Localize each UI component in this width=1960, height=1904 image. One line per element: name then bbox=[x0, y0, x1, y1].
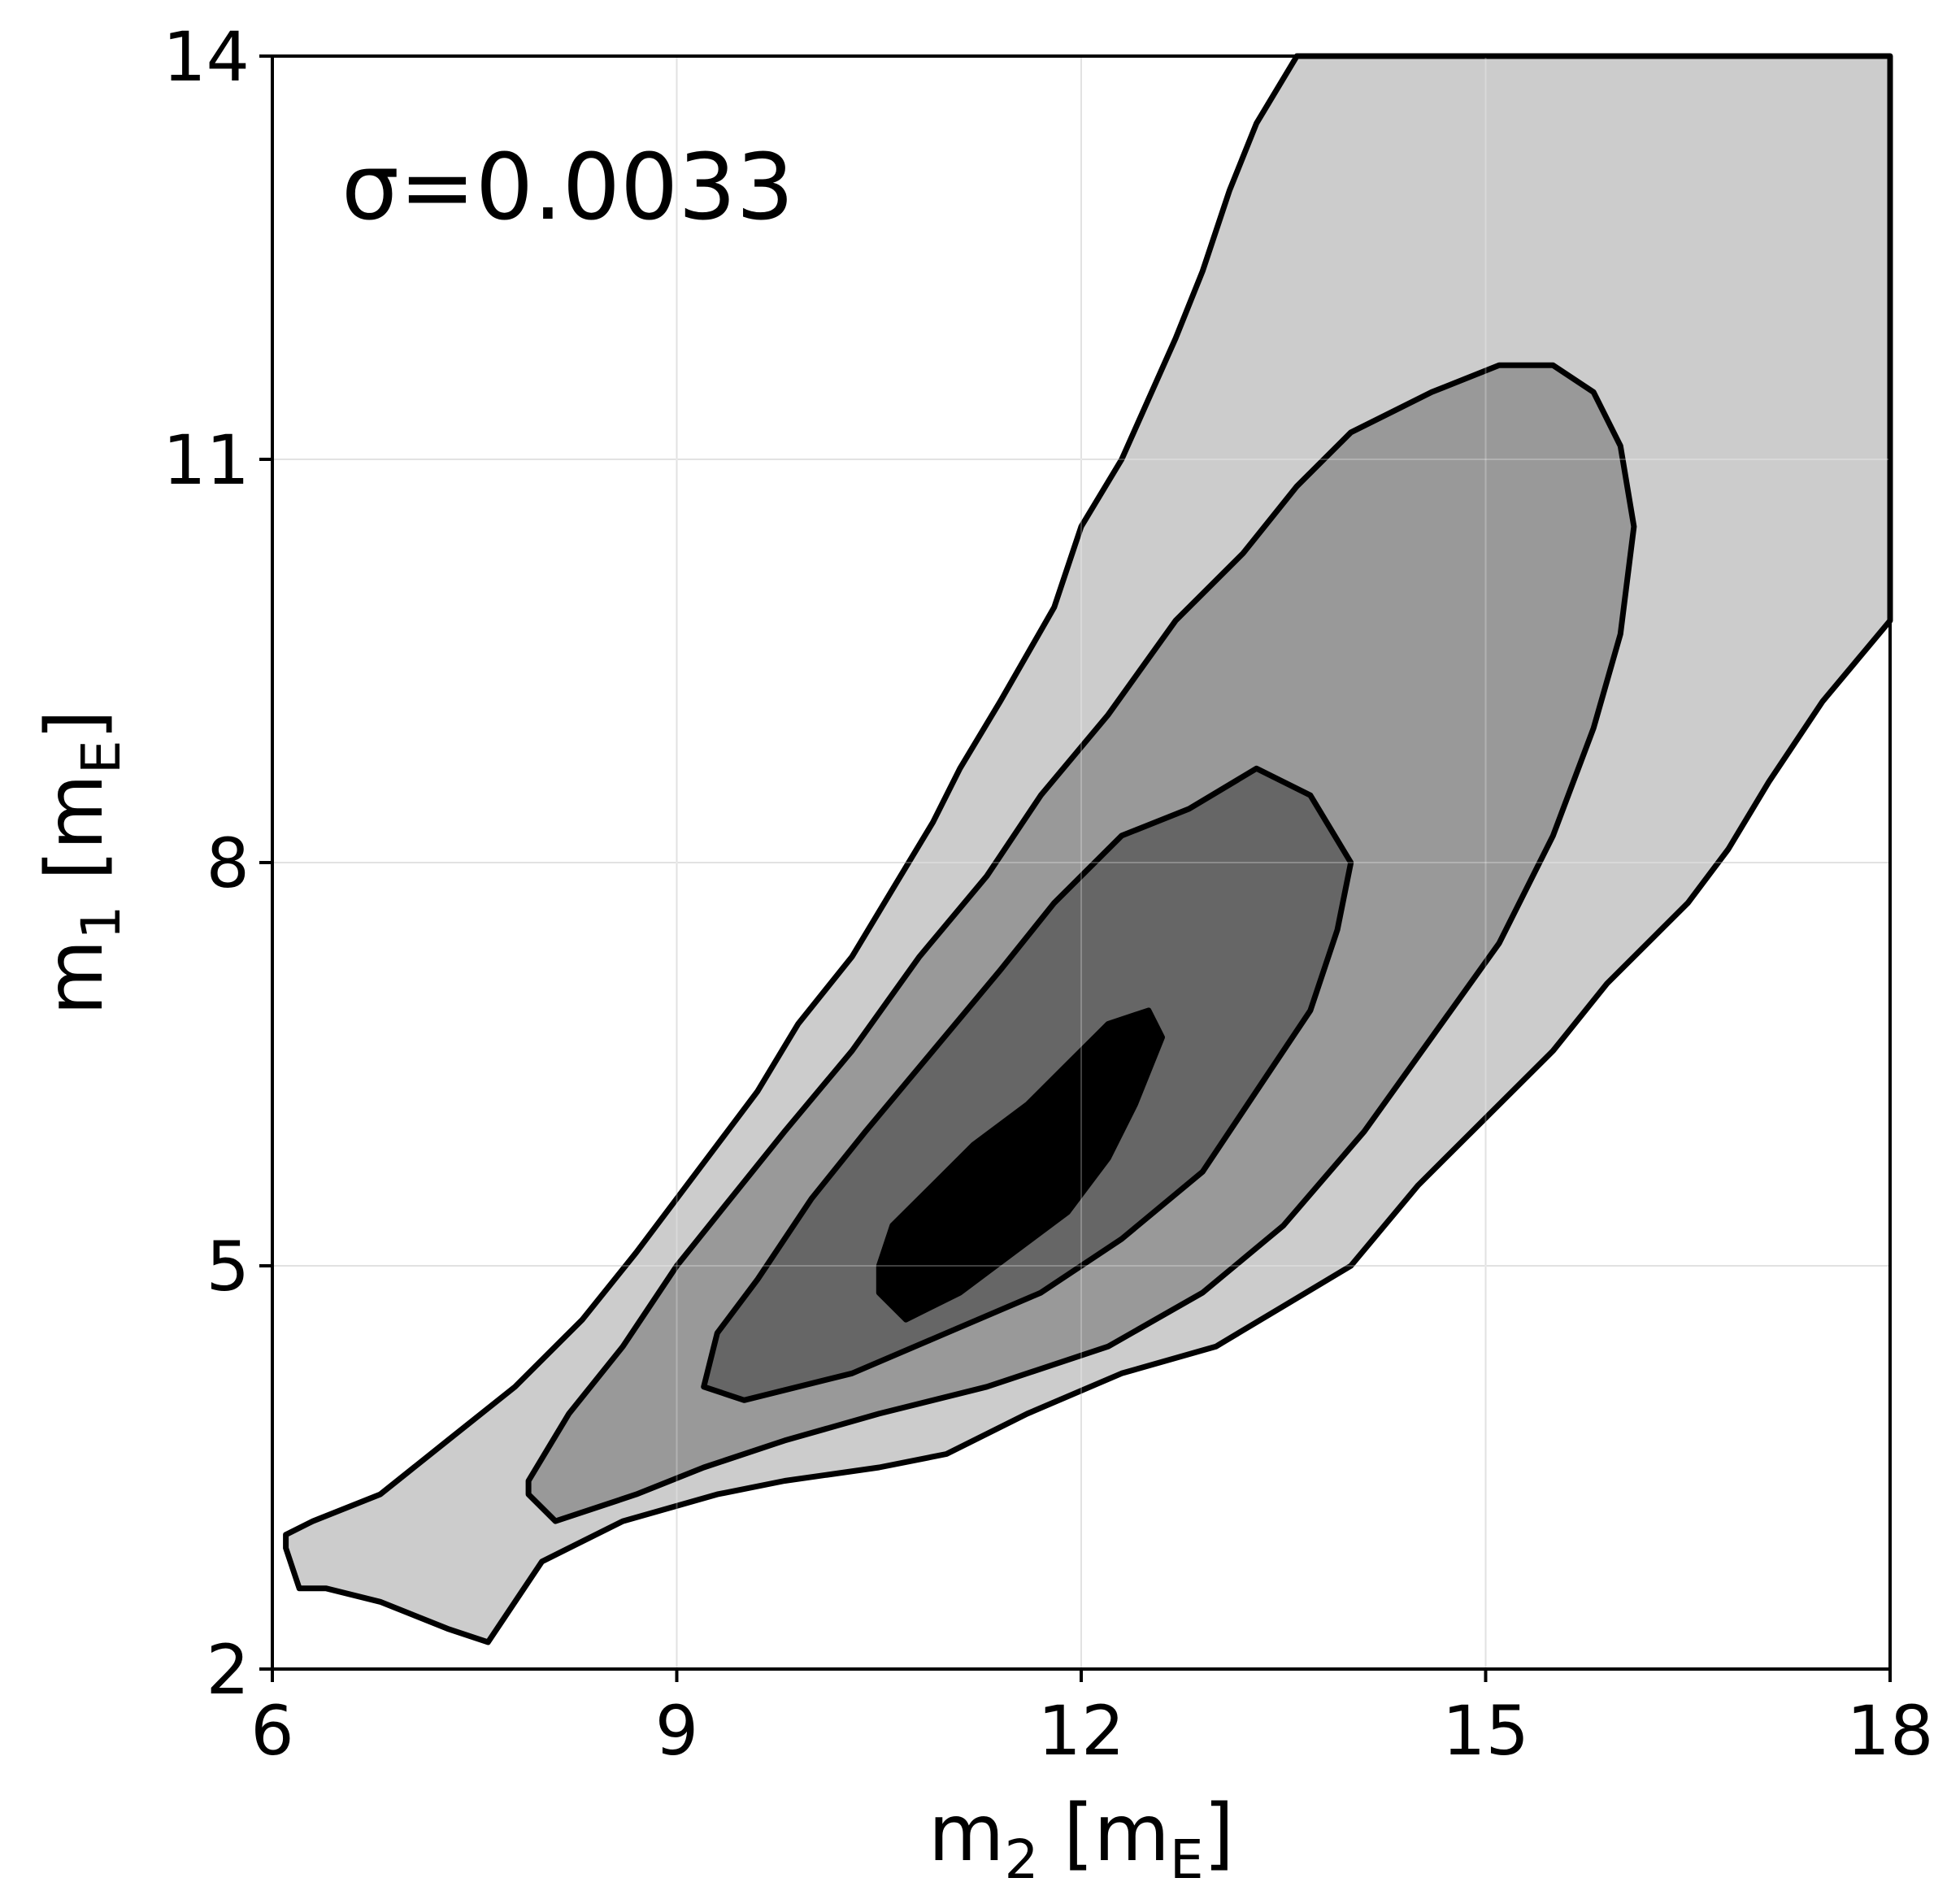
x-axis-label-unit-close: ] bbox=[1204, 1788, 1234, 1879]
axis-ticks: 6 9 12 15 18 2 5 8 11 14 bbox=[163, 17, 1933, 1771]
contour-fills bbox=[272, 53, 1893, 1670]
x-tick-label-0: 6 bbox=[250, 1691, 293, 1771]
x-tick-label-2: 12 bbox=[1038, 1691, 1125, 1771]
y-tick-label-1: 5 bbox=[206, 1227, 250, 1306]
contour-level-3 bbox=[701, 765, 1354, 1403]
x-tick-label-4: 18 bbox=[1847, 1691, 1934, 1771]
x-tick-label-1: 9 bbox=[655, 1691, 698, 1771]
y-tick-label-4: 14 bbox=[163, 17, 250, 97]
y-tick-label-2: 8 bbox=[206, 824, 250, 903]
y-axis-label-unit-sub: E bbox=[70, 740, 133, 774]
y-axis-label-sub: 1 bbox=[70, 906, 133, 940]
contour-level-4 bbox=[876, 1007, 1165, 1323]
y-tick-label-0: 2 bbox=[206, 1630, 250, 1710]
y-tick-label-3: 11 bbox=[163, 420, 250, 500]
y-axis-label-unit-open: [m bbox=[29, 774, 120, 905]
x-tick-label-3: 15 bbox=[1442, 1691, 1529, 1771]
x-axis-label-sub: 2 bbox=[1004, 1828, 1038, 1891]
x-axis-label-unit-sub: E bbox=[1170, 1828, 1204, 1891]
y-axis-label-main: m bbox=[29, 940, 120, 1016]
y-axis-label: m1 [mE] bbox=[29, 710, 133, 1015]
x-axis-label-unit-open: [m bbox=[1038, 1788, 1169, 1879]
sigma-annotation: σ=0.0033 bbox=[341, 135, 794, 241]
x-axis-label: m2 [mE] bbox=[928, 1788, 1234, 1891]
y-axis-label-unit-close: ] bbox=[29, 710, 120, 740]
x-axis-label-main: m bbox=[928, 1788, 1005, 1879]
